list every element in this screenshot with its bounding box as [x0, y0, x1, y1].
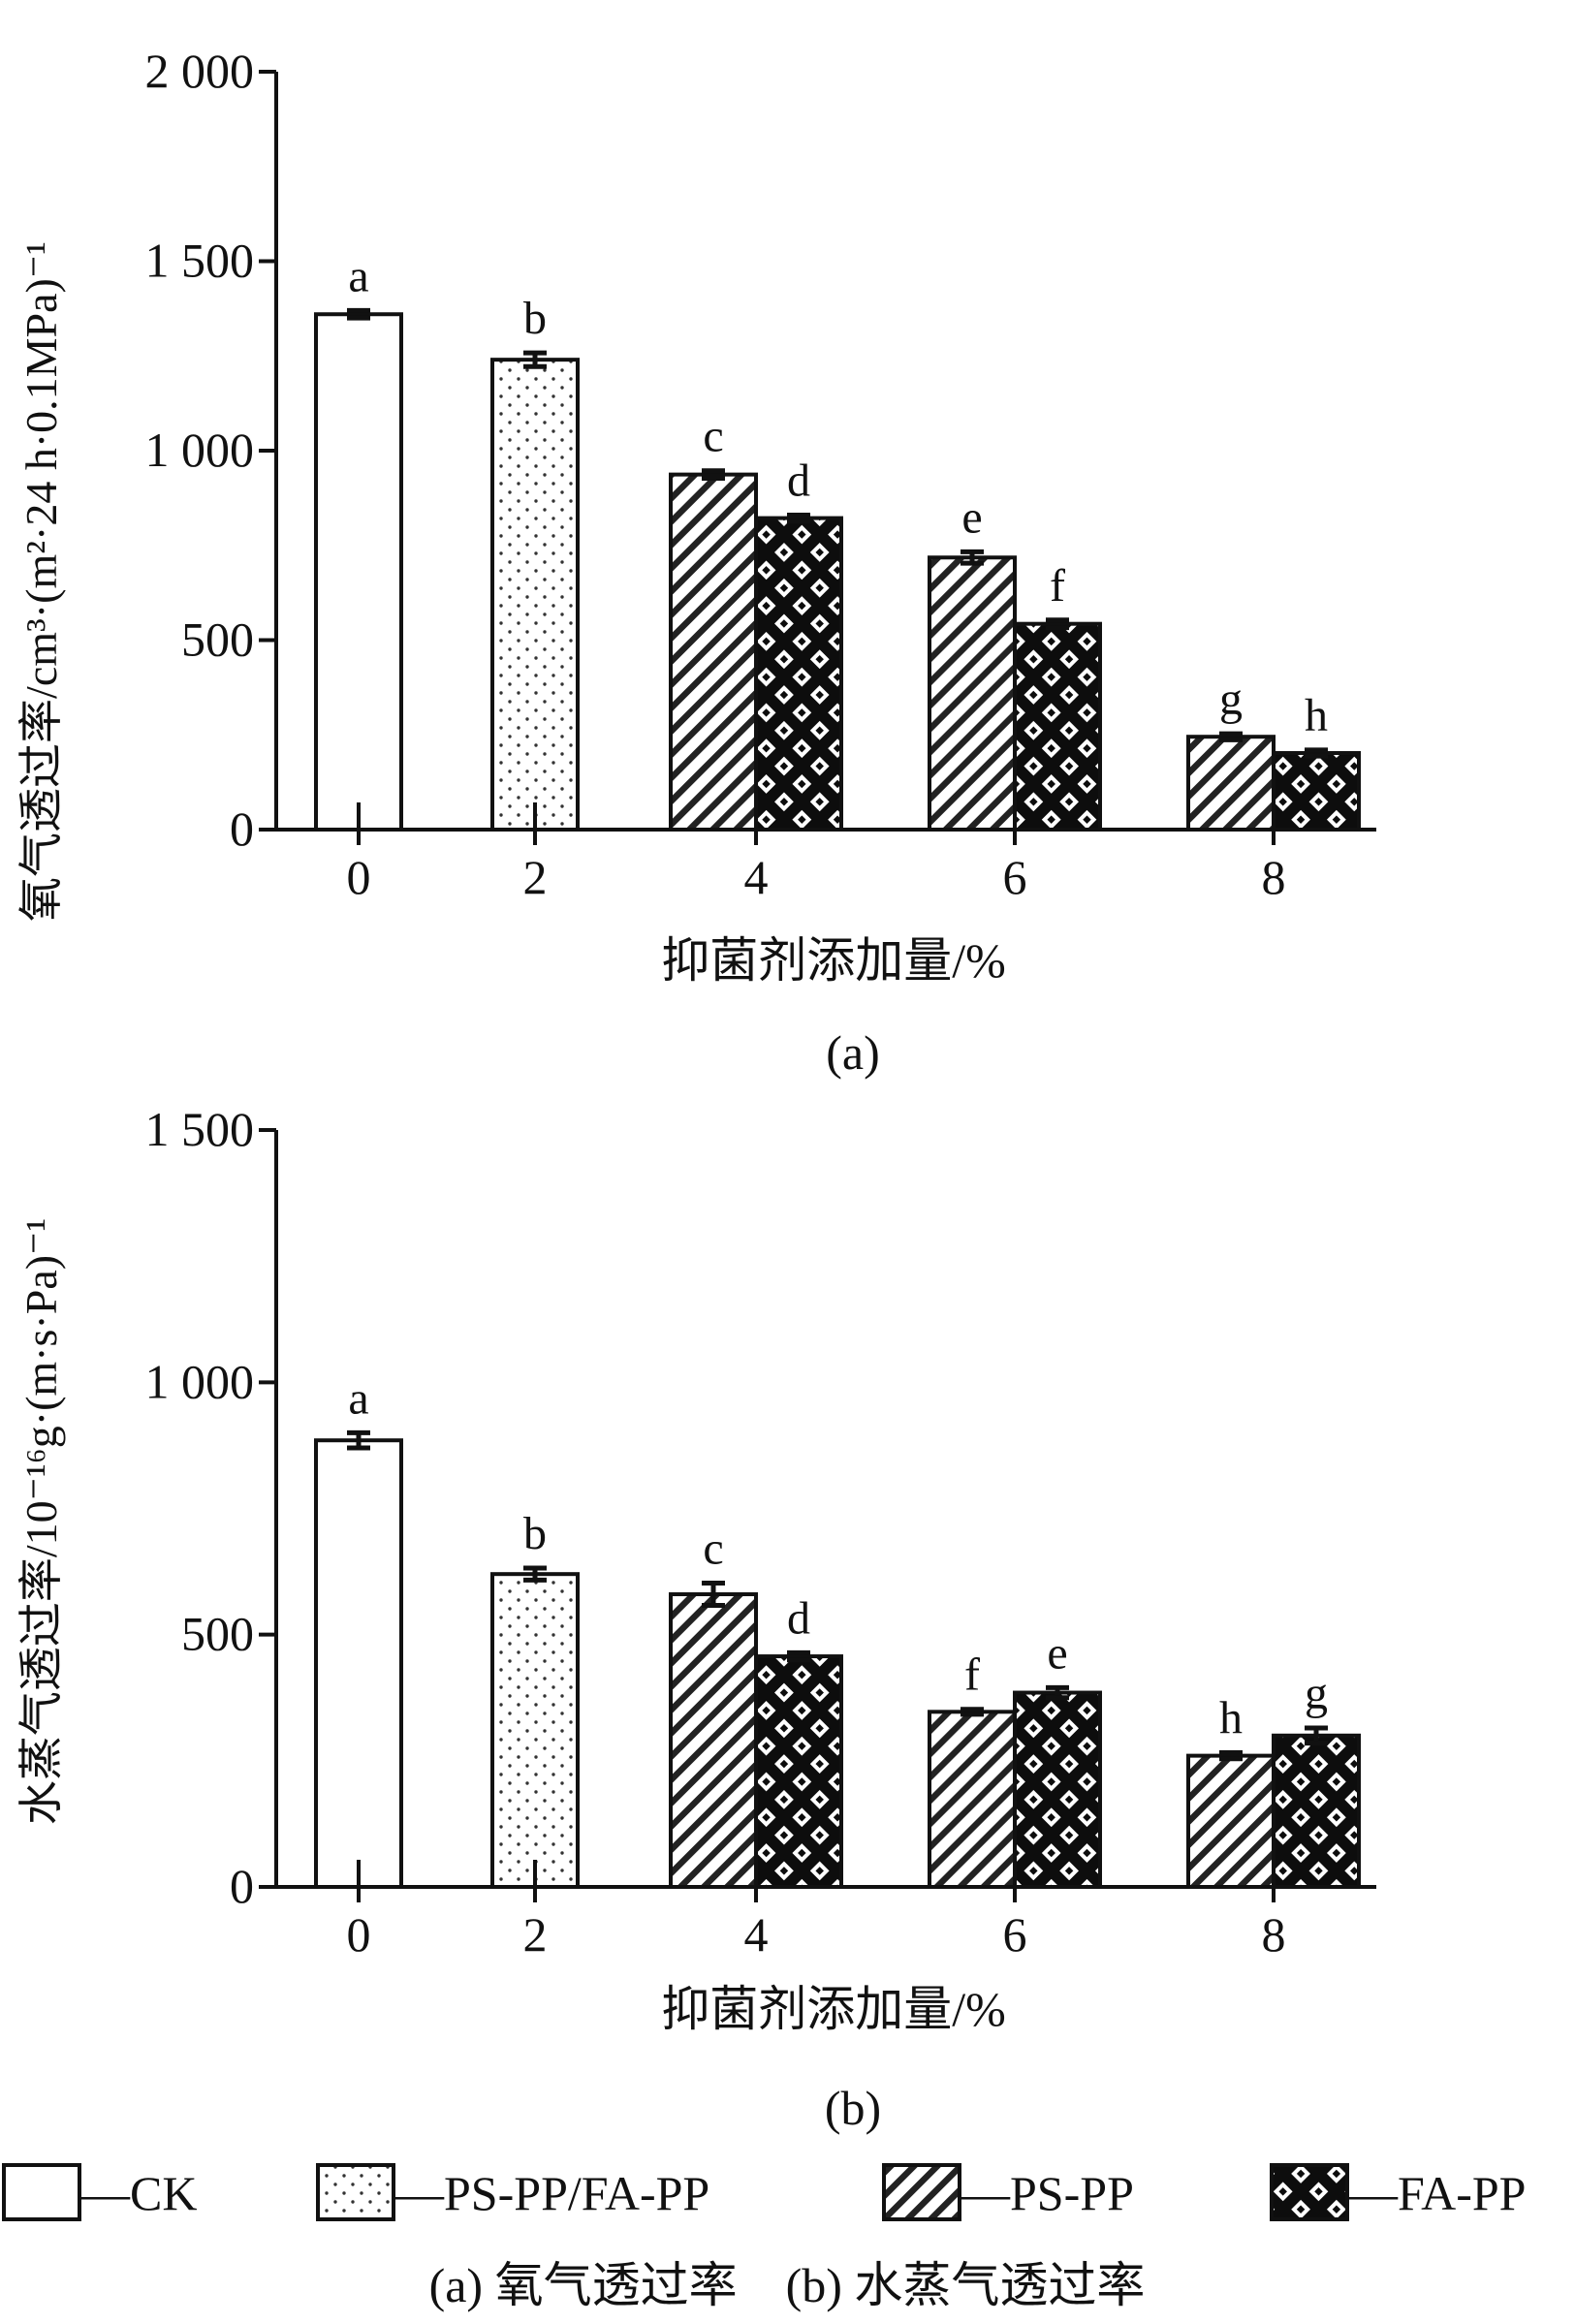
panel-b-x-tick-label: 0: [347, 1907, 371, 1962]
panel-a-sig-letter: g: [1219, 674, 1243, 725]
panel-a-sig-letter: a: [348, 250, 368, 301]
panel-b-bar-4-fa-pp: [754, 1654, 843, 1889]
legend-label-fa-pp: —FA-PP: [1348, 2166, 1526, 2220]
panel-a-bar-2-ps-pp-fa-pp: [490, 358, 580, 832]
panel-b-x-tick-label: 4: [744, 1907, 769, 1962]
panel-a-bar-4-ps-pp: [669, 472, 758, 832]
panel-a-y-tick-label: 500: [181, 612, 254, 667]
panel-a-x-tick-label: 8: [1262, 850, 1286, 904]
panel-b-y-tick-label: 1 000: [145, 1354, 255, 1408]
panel-b-sig-letter: a: [348, 1372, 368, 1424]
panel-a-sig-letter: d: [787, 455, 810, 506]
panel-a-ylabel: 氧气透过率/cm³·(m²·24 h·0.1MPa)⁻¹: [16, 241, 66, 922]
panel-a-y-tick-label: 1 500: [145, 234, 255, 288]
panel-b-sig-letter: d: [787, 1592, 810, 1644]
panel-b-label: (b): [825, 2081, 881, 2135]
panel-a-x-tick-label: 2: [523, 850, 548, 904]
panel-b-bar-8-ps-pp: [1186, 1753, 1276, 1890]
legend-swatch-ck: [2, 2163, 81, 2221]
legend-item-ps-pp-fa-pp: —PS-PP/FA-PP: [316, 2163, 709, 2221]
panel-a-chart: 氧气透过率/cm³·(m²·24 h·0.1MPa)⁻¹ 抑菌剂添加量/% (a…: [16, 44, 1376, 1080]
panel-a-y-tick-label: 1 000: [145, 423, 255, 477]
legend-swatch-fa-pp: [1270, 2163, 1349, 2221]
figure-caption: (a) 氧气透过率 (b) 水蒸气透过率: [429, 2258, 1146, 2312]
legend-label-ps-pp: —PS-PP: [961, 2166, 1134, 2220]
panel-a-sig-letter: e: [961, 491, 982, 543]
panel-a-bar-8-fa-pp: [1272, 751, 1361, 832]
panel-a-sig-letter: c: [703, 411, 723, 462]
panel-a-sig-letter: b: [523, 293, 547, 344]
panel-a-y-tick-label: 2 000: [145, 44, 255, 98]
panel-b-sig-letter: b: [523, 1508, 547, 1559]
panel-a-bar-6-ps-pp: [928, 555, 1017, 832]
panel-b-x-tick-label: 8: [1262, 1907, 1286, 1962]
panel-a-bar-8-ps-pp: [1186, 735, 1276, 832]
legend-item-fa-pp: —FA-PP: [1270, 2163, 1526, 2221]
legend-item-ck: —CK: [2, 2163, 197, 2221]
panel-a-bar-4-fa-pp: [754, 516, 843, 832]
panel-b-sig-letter: c: [703, 1523, 723, 1575]
panel-b-x-tick-label: 6: [1003, 1907, 1027, 1962]
panel-a-x-tick-label: 0: [347, 850, 371, 904]
panel-b-sig-letter: g: [1305, 1668, 1328, 1719]
panel-b-bar-2-ps-pp-fa-pp: [490, 1572, 580, 1889]
panel-b-sig-letter: e: [1047, 1627, 1067, 1679]
panel-a-bar-0-ck: [314, 312, 403, 832]
panel-b-x-tick-label: 2: [523, 1907, 548, 1962]
panel-a-y-tick-label: 0: [230, 801, 254, 856]
panel-a-label: (a): [826, 1025, 880, 1080]
panel-b-chart: 水蒸气透过率/10⁻¹⁶g·(m·s·Pa)⁻¹ 抑菌剂添加量/% (b) 0 5…: [16, 1102, 1376, 2135]
panel-b-bar-6-fa-pp: [1013, 1690, 1102, 1889]
panel-a-x-tick-label: 4: [744, 850, 769, 904]
panel-a-sig-letter: h: [1305, 690, 1328, 741]
legend-swatch-ps-pp-fa-pp: [316, 2163, 395, 2221]
panel-a-xlabel: 抑菌剂添加量/%: [661, 933, 1006, 988]
panel-b-y-tick-label: 0: [230, 1859, 254, 1913]
panel-b-y-tick-label: 1 500: [145, 1102, 255, 1156]
panel-a-bar-6-fa-pp: [1013, 621, 1102, 832]
legend-swatch-ps-pp: [882, 2163, 961, 2221]
panel-b-bar-8-fa-pp: [1272, 1733, 1361, 1890]
panel-b-y-tick-label: 500: [181, 1607, 254, 1661]
panel-b-xlabel: 抑菌剂添加量/%: [661, 1982, 1006, 2036]
legend: —CK —PS-PP/FA-PP —PS-PP —FA-PP: [2, 2163, 1526, 2221]
panel-b-bar-6-ps-pp: [928, 1710, 1017, 1889]
panel-b-bar-4-ps-pp: [669, 1592, 758, 1889]
panel-b-sig-letter: f: [964, 1649, 980, 1701]
panel-b-bar-0-ck: [314, 1438, 403, 1889]
legend-label-ck: —CK: [80, 2166, 197, 2220]
legend-item-ps-pp: —PS-PP: [882, 2163, 1134, 2221]
legend-label-ps-pp-fa-pp: —PS-PP/FA-PP: [394, 2166, 709, 2220]
panel-a-sig-letter: f: [1050, 560, 1065, 612]
panel-b-sig-letter: h: [1219, 1693, 1243, 1744]
panel-a-x-tick-label: 6: [1003, 850, 1027, 904]
panel-b-ylabel: 水蒸气透过率/10⁻¹⁶g·(m·s·Pa)⁻¹: [16, 1218, 66, 1825]
